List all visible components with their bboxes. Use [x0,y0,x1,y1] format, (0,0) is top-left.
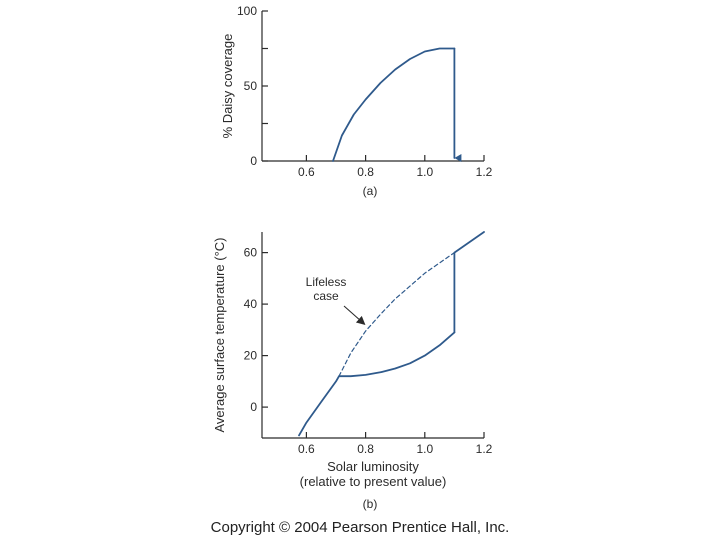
annotation-text: case [313,289,339,303]
y-tick-label: 0 [250,400,257,414]
x-axis-subtitle: (relative to present value) [300,474,447,489]
series-line [453,231,485,334]
x-tick-label: 0.8 [357,165,374,179]
x-tick-label: 1.0 [416,165,433,179]
x-tick-label: 1.2 [476,442,493,456]
x-tick-label: 0.6 [298,442,315,456]
y-axis-title: Average surface temperature (°C) [212,238,227,433]
annotation-text: Lifeless [306,275,347,289]
x-axis-title: Solar luminosity [327,459,419,474]
y-tick-label: 0 [250,154,257,168]
y-tick-label: 50 [244,79,258,93]
chart-panel-b: 0 20 40 60 0.6 0.8 1.0 1.2 Average surface tempe… [212,231,493,511]
y-tick-label: 100 [237,4,257,18]
copyright-footer: Copyright © 2004 Pearson Prentice Hall, … [210,519,510,536]
series-line [332,47,456,162]
x-tick-label: 1.2 [476,165,493,179]
y-tick-label: 20 [244,349,258,363]
y-tick-label: 60 [244,246,258,260]
y-tick-label: 40 [244,297,258,311]
lifeless-case-dashed-line [338,252,455,377]
panel-label: (b) [363,497,378,511]
x-tick-label: 0.6 [298,165,315,179]
x-tick-label: 1.0 [416,442,433,456]
chart-panel-a: 0 50 100 0.6 0.8 1.0 1.2 % Daisy coverage (a) [220,4,493,198]
x-tick-label: 0.8 [357,442,374,456]
series-line [298,331,456,437]
panel-label: (a) [363,184,378,198]
y-axis-title: % Daisy coverage [220,34,235,139]
annotation-arrow [343,305,366,326]
